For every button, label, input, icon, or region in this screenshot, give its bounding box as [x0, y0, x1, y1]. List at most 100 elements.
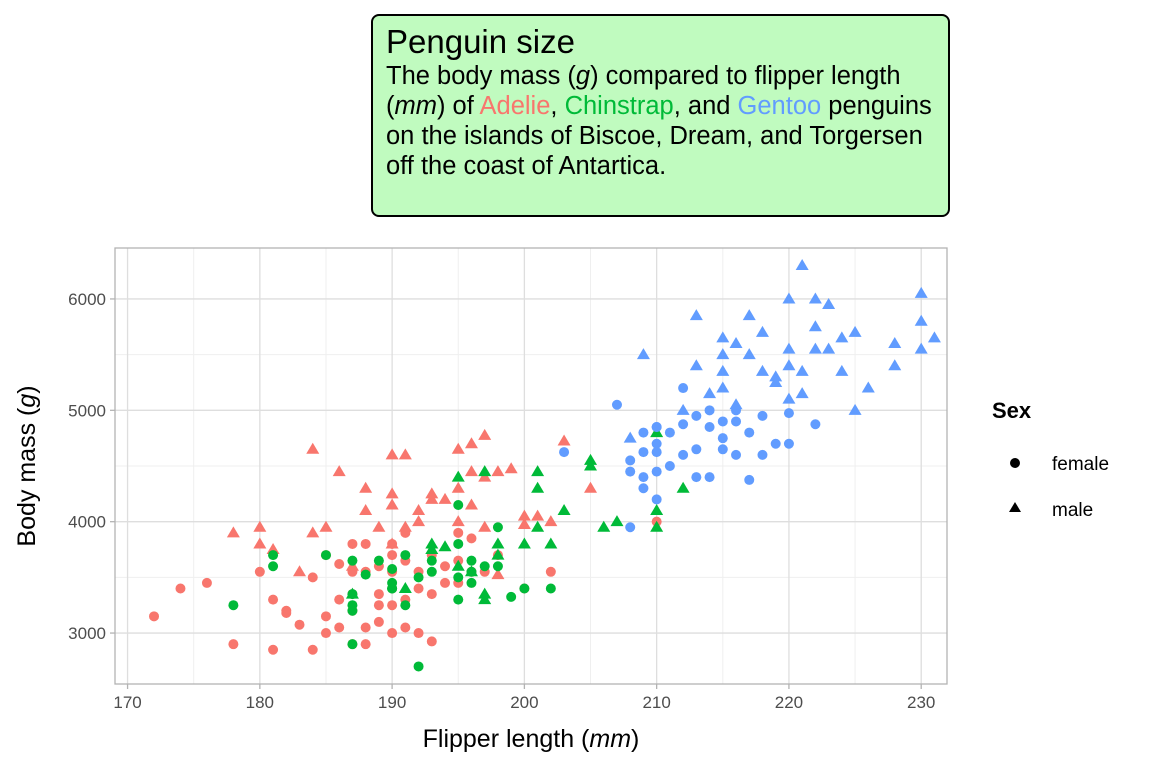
- data-point-chinstrap-male: [650, 504, 664, 516]
- data-point-adelie-male: [385, 487, 399, 499]
- data-point-gentoo-male: [769, 370, 783, 382]
- data-point-chinstrap-female: [453, 538, 464, 549]
- data-point-adelie-female: [294, 619, 305, 630]
- x-tick-label: 190: [378, 693, 406, 712]
- data-point-adelie-female: [334, 559, 345, 570]
- data-point-adelie-male: [531, 509, 545, 521]
- data-point-adelie-male: [253, 537, 267, 549]
- legend-label-male: male: [1052, 500, 1093, 521]
- data-point-adelie-female: [387, 600, 398, 611]
- y-tick-label: 6000: [68, 290, 106, 309]
- data-point-adelie-female: [373, 589, 384, 600]
- data-point-chinstrap-male: [676, 481, 690, 493]
- data-point-gentoo-female: [638, 483, 649, 494]
- legend-key-male: [1009, 502, 1021, 512]
- data-point-chinstrap-female: [453, 499, 464, 510]
- data-point-chinstrap-female: [387, 583, 398, 594]
- x-tick-label: 210: [642, 693, 670, 712]
- data-point-gentoo-female: [638, 447, 649, 458]
- data-point-gentoo-male: [689, 309, 703, 321]
- legend-label-female: female: [1052, 454, 1109, 475]
- data-point-gentoo-male: [795, 259, 809, 271]
- data-point-gentoo-male: [782, 392, 796, 404]
- data-point-chinstrap-female: [360, 569, 371, 580]
- data-point-adelie-male: [557, 434, 571, 446]
- data-point-chinstrap-female: [347, 639, 358, 650]
- data-point-gentoo-female: [651, 466, 662, 477]
- data-point-gentoo-male: [782, 342, 796, 354]
- data-point-gentoo-female: [731, 449, 742, 460]
- data-point-gentoo-female: [651, 438, 662, 449]
- data-point-adelie-male: [425, 492, 439, 504]
- data-point-gentoo-female: [744, 427, 755, 438]
- data-point-chinstrap-male: [531, 465, 545, 477]
- data-point-adelie-male: [438, 492, 452, 504]
- data-point-gentoo-male: [888, 359, 902, 371]
- data-point-chinstrap-male: [650, 520, 664, 532]
- y-tick-label: 5000: [68, 401, 106, 420]
- data-point-chinstrap-female: [347, 600, 358, 611]
- data-point-chinstrap-female: [426, 566, 437, 577]
- data-point-gentoo-male: [808, 320, 822, 332]
- data-point-adelie-female: [387, 628, 398, 639]
- chart-subtitle: The body mass (g) compared to flipper le…: [386, 62, 932, 180]
- data-point-adelie-male: [544, 515, 558, 527]
- legend: Sex female male: [992, 398, 1109, 521]
- data-point-chinstrap-female: [492, 561, 503, 572]
- data-point-adelie-male: [425, 487, 439, 499]
- data-point-chinstrap-male: [478, 587, 492, 599]
- data-point-adelie-male: [253, 520, 267, 532]
- data-point-gentoo-female: [559, 447, 570, 458]
- data-point-gentoo-female: [678, 383, 689, 394]
- data-point-adelie-female: [426, 589, 437, 600]
- data-point-gentoo-male: [676, 403, 690, 415]
- data-point-gentoo-male: [888, 336, 902, 348]
- data-point-gentoo-male: [742, 309, 756, 321]
- data-point-chinstrap-male: [531, 520, 545, 532]
- y-axis-title: Body mass (g): [13, 385, 41, 546]
- data-point-chinstrap-female: [413, 661, 424, 672]
- data-point-gentoo-male: [689, 359, 703, 371]
- data-point-gentoo-male: [755, 364, 769, 376]
- data-point-chinstrap-male: [584, 459, 598, 471]
- data-point-adelie-male: [451, 481, 465, 493]
- data-point-gentoo-male: [729, 398, 743, 410]
- data-point-gentoo-female: [704, 422, 715, 433]
- data-point-chinstrap-male: [425, 543, 439, 555]
- data-point-adelie-male: [584, 481, 598, 493]
- data-point-chinstrap-female: [479, 561, 490, 572]
- data-point-chinstrap-female: [268, 561, 279, 572]
- data-point-gentoo-male: [636, 348, 650, 360]
- data-point-adelie-male: [491, 568, 505, 580]
- data-point-gentoo-female: [717, 433, 728, 444]
- data-point-adelie-female: [453, 527, 464, 538]
- data-point-chinstrap-male: [438, 540, 452, 552]
- data-point-gentoo-female: [611, 399, 622, 410]
- x-tick-label: 170: [113, 693, 141, 712]
- data-point-gentoo-male: [716, 364, 730, 376]
- data-point-chinstrap-female: [413, 572, 424, 583]
- x-tick-label: 200: [510, 693, 538, 712]
- data-point-adelie-male: [385, 498, 399, 510]
- data-point-adelie-female: [360, 622, 371, 633]
- data-point-gentoo-male: [822, 298, 836, 310]
- subtitle-chinstrap: Chinstrap: [564, 92, 674, 120]
- data-point-chinstrap-female: [545, 583, 556, 594]
- data-point-gentoo-female: [691, 410, 702, 421]
- data-point-adelie-female: [307, 572, 318, 583]
- data-points: [149, 259, 941, 672]
- data-point-gentoo-male: [914, 342, 928, 354]
- data-point-adelie-female: [268, 644, 279, 655]
- data-point-gentoo-female: [757, 410, 768, 421]
- data-point-chinstrap-male: [451, 559, 465, 571]
- data-point-gentoo-male: [795, 364, 809, 376]
- data-point-gentoo-male: [914, 314, 928, 326]
- data-point-chinstrap-male: [517, 537, 531, 549]
- data-point-gentoo-male: [782, 359, 796, 371]
- data-point-gentoo-female: [638, 472, 649, 483]
- data-point-gentoo-female: [691, 472, 702, 483]
- data-point-gentoo-male: [716, 331, 730, 343]
- y-axis-ticks: 3000 4000 5000 6000: [68, 290, 115, 643]
- data-point-gentoo-female: [744, 474, 755, 485]
- data-point-adelie-female: [360, 639, 371, 650]
